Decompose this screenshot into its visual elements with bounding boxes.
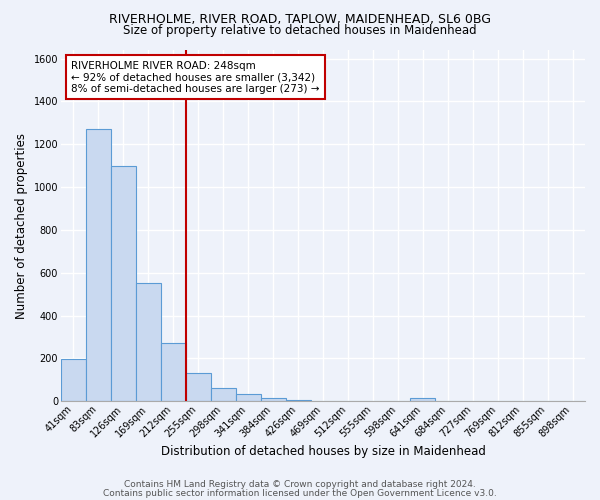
Y-axis label: Number of detached properties: Number of detached properties bbox=[15, 132, 28, 318]
Text: Contains HM Land Registry data © Crown copyright and database right 2024.: Contains HM Land Registry data © Crown c… bbox=[124, 480, 476, 489]
Text: Contains public sector information licensed under the Open Government Licence v3: Contains public sector information licen… bbox=[103, 488, 497, 498]
Bar bbox=[161, 344, 186, 401]
Text: RIVERHOLME, RIVER ROAD, TAPLOW, MAIDENHEAD, SL6 0BG: RIVERHOLME, RIVER ROAD, TAPLOW, MAIDENHE… bbox=[109, 12, 491, 26]
Bar bbox=[211, 388, 236, 401]
Bar bbox=[111, 166, 136, 401]
Text: Size of property relative to detached houses in Maidenhead: Size of property relative to detached ho… bbox=[123, 24, 477, 37]
Bar bbox=[236, 394, 260, 401]
Bar bbox=[260, 398, 286, 401]
Bar bbox=[136, 283, 161, 401]
Bar bbox=[61, 359, 86, 401]
X-axis label: Distribution of detached houses by size in Maidenhead: Distribution of detached houses by size … bbox=[161, 444, 485, 458]
Bar bbox=[186, 374, 211, 401]
Bar bbox=[86, 129, 111, 401]
Text: RIVERHOLME RIVER ROAD: 248sqm
← 92% of detached houses are smaller (3,342)
8% of: RIVERHOLME RIVER ROAD: 248sqm ← 92% of d… bbox=[71, 60, 320, 94]
Bar bbox=[286, 400, 311, 401]
Bar bbox=[410, 398, 435, 401]
